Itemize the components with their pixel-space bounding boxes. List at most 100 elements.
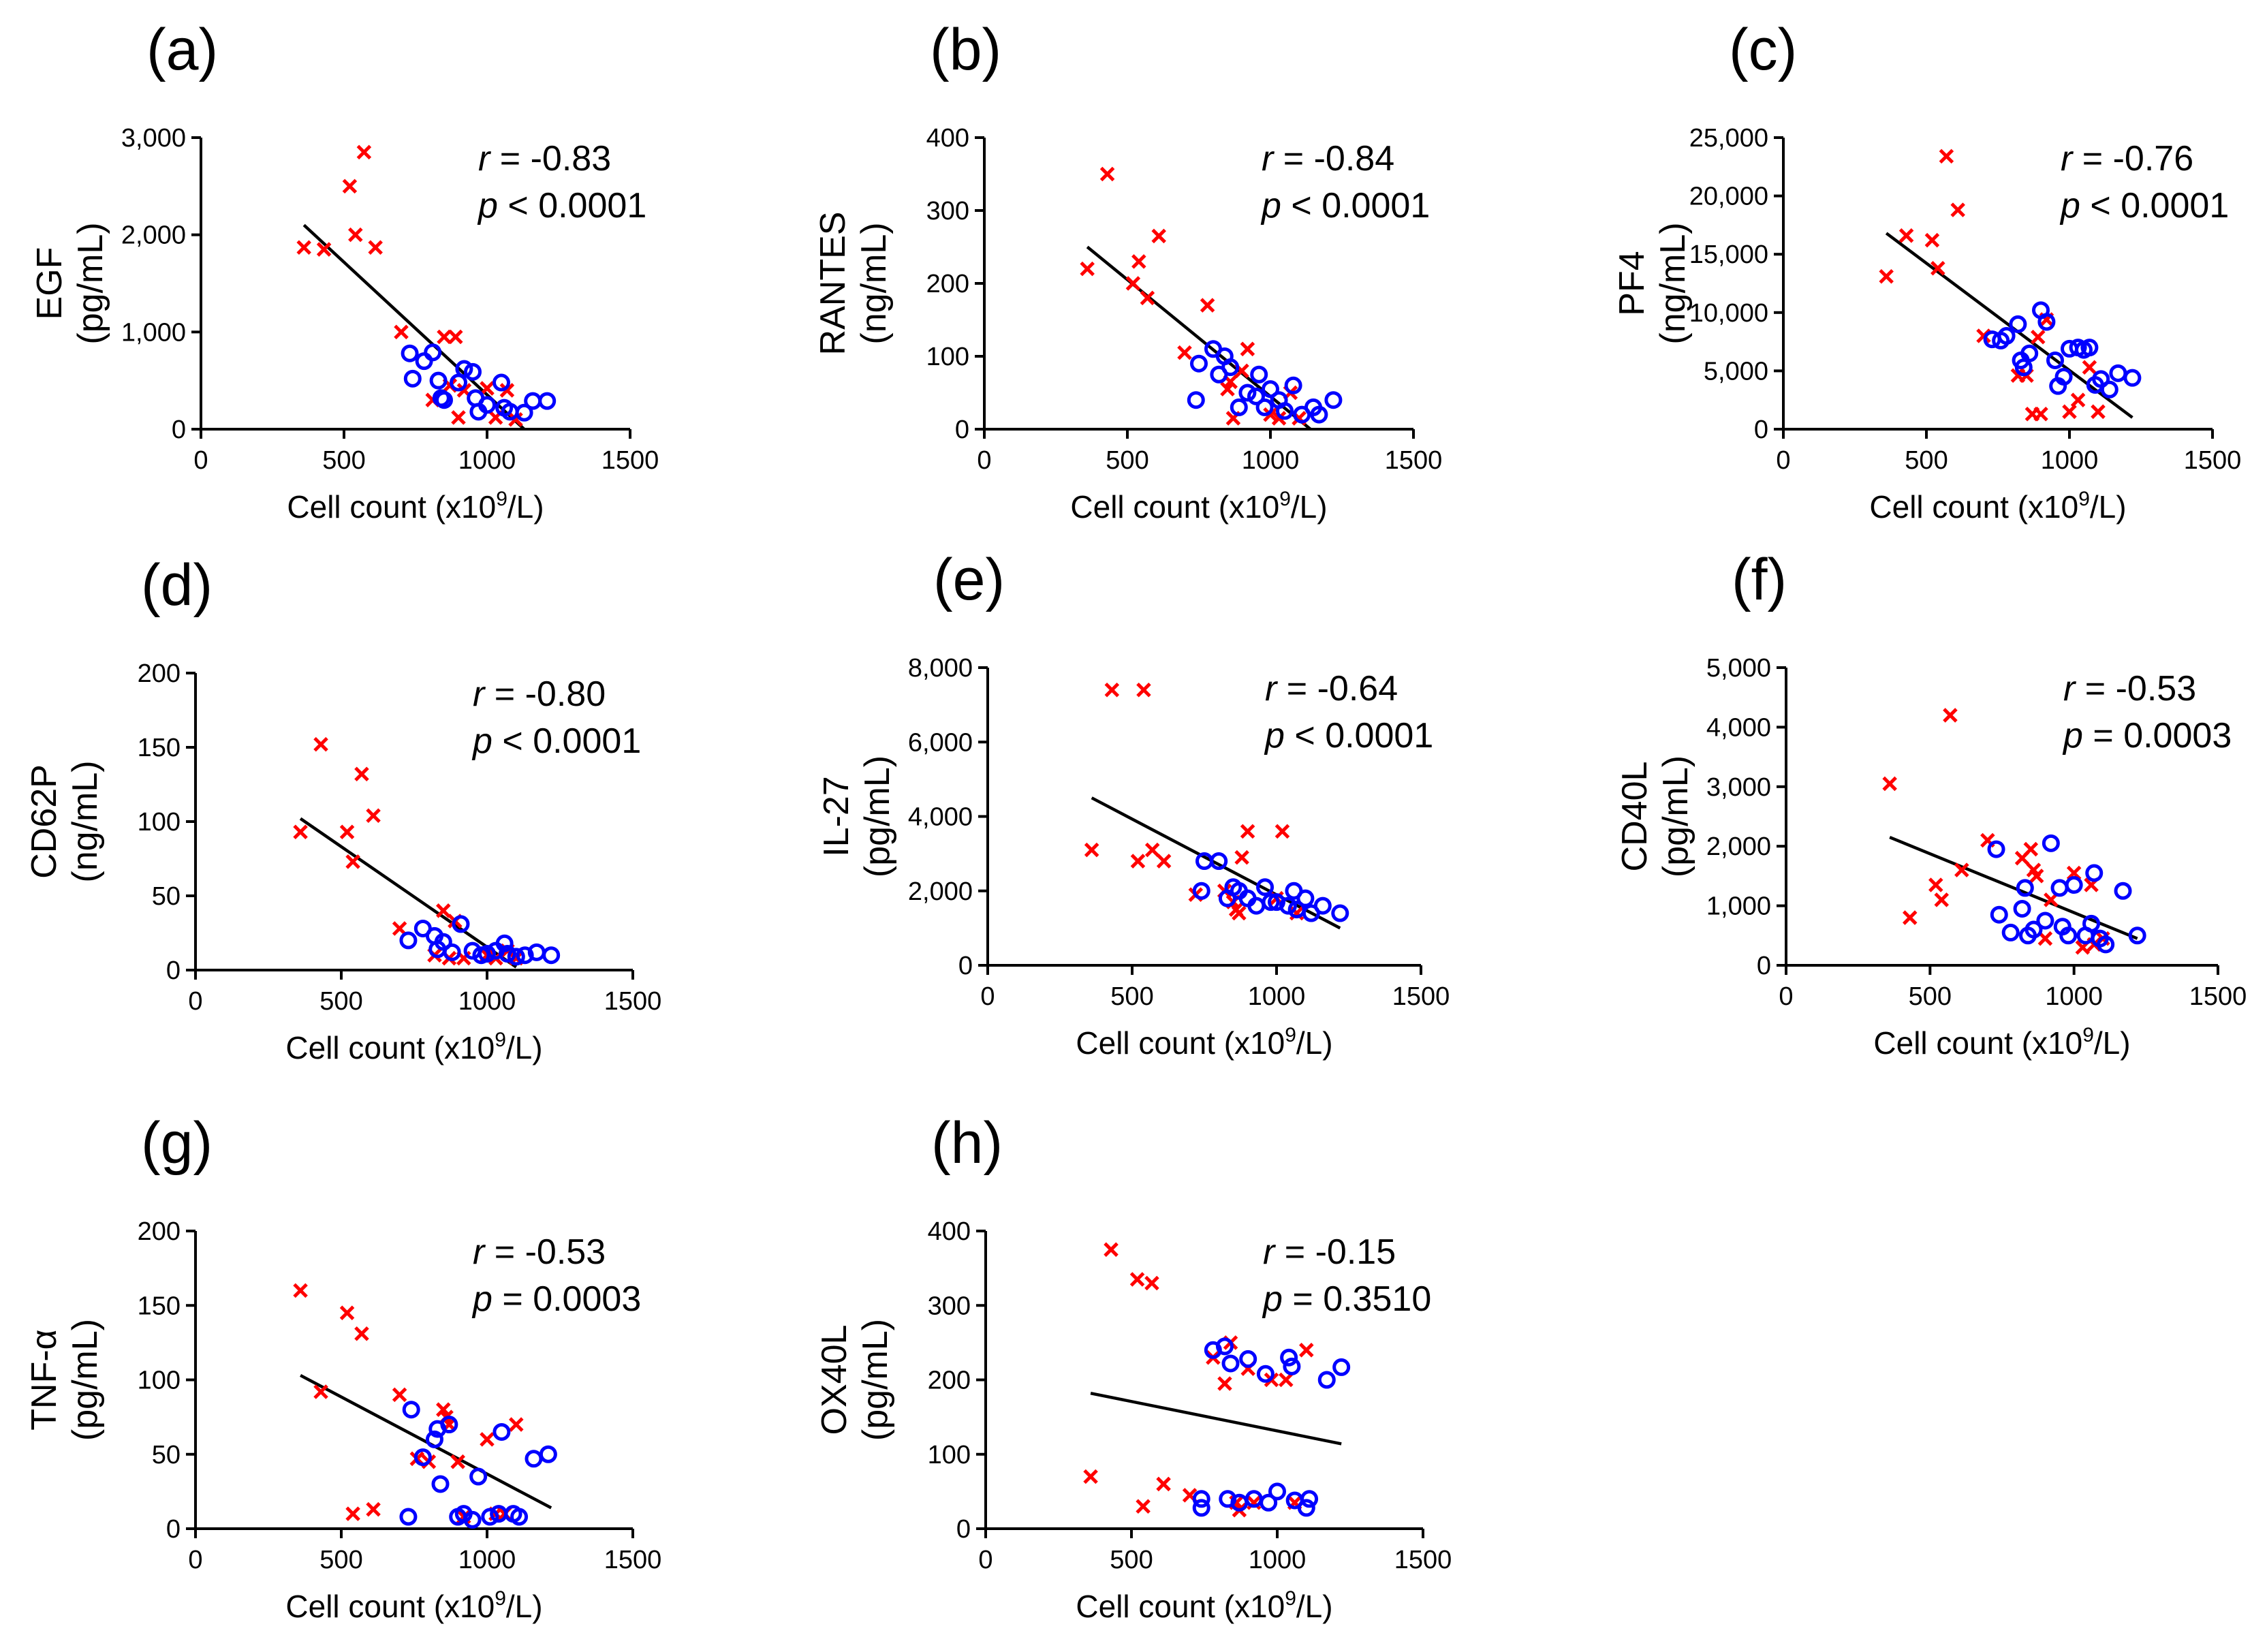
data-point-circle [1987, 840, 2005, 858]
x-tick-label: 1500 [2189, 982, 2247, 1011]
stat-p: p = 0.0003 [2062, 716, 2232, 755]
stat-p: p < 0.0001 [1260, 186, 1430, 225]
data-point-circle [1256, 878, 1275, 897]
y-tick-label: 100 [928, 1441, 971, 1469]
data-point-cross [2029, 869, 2044, 884]
y-tick-label: 0 [1757, 952, 1771, 980]
data-point-cross [508, 411, 523, 427]
data-point-circle [1192, 882, 1210, 900]
data-point-circle [1239, 1350, 1257, 1368]
y-tick-label: 4,000 [908, 803, 973, 832]
data-point-circle [1276, 402, 1294, 420]
x-tick-label: 1000 [1249, 1546, 1307, 1574]
x-tick-label: 1000 [1248, 982, 1306, 1011]
data-point-cross [366, 1501, 381, 1517]
stat-r-symbol: r [473, 674, 486, 714]
data-point-circle [498, 945, 516, 963]
data-point-circle [1192, 1499, 1210, 1517]
data-point-cross [1129, 1272, 1145, 1287]
y-axis-label: RANTES [813, 212, 853, 356]
data-point-circle [1221, 358, 1240, 377]
data-point-circle [434, 933, 452, 951]
stat-r-relation: = [2072, 139, 2112, 178]
data-point-circle [463, 1510, 482, 1529]
y-tick-label: 100 [138, 1367, 181, 1395]
data-point-circle [2059, 926, 2078, 945]
stat-p-symbol: p [1264, 716, 1285, 755]
data-point-circle [1262, 380, 1279, 399]
data-point-circle [1230, 398, 1248, 416]
data-point-circle [431, 1475, 450, 1493]
panel-label: (h) [931, 1110, 1003, 1176]
data-point-circle [1256, 1365, 1275, 1383]
data-point-circle [2123, 369, 2142, 387]
data-point-cross [451, 410, 466, 425]
stat-r-symbol: r [2063, 669, 2077, 708]
data-point-cross [339, 1305, 355, 1320]
data-point-cross [1882, 776, 1897, 792]
data-point-cross [2044, 892, 2059, 907]
data-point-circle [2037, 313, 2056, 331]
stat-r: r = -0.53 [473, 1232, 606, 1272]
x-tick-label: 500 [319, 1546, 362, 1574]
stat-p-relation: < [1281, 186, 1322, 225]
data-point-cross [450, 1454, 465, 1469]
data-point-cross [2037, 931, 2053, 946]
x-tick-label: 0 [188, 987, 202, 1016]
x-tick-label: 1000 [458, 987, 516, 1016]
x-tick-label: 0 [188, 1546, 202, 1574]
data-point-cross [354, 1326, 369, 1341]
data-point-circle [469, 1467, 488, 1486]
x-tick-label: 1500 [1385, 446, 1443, 475]
data-point-cross [293, 1283, 308, 1298]
data-point-circle [1324, 391, 1343, 409]
fit-line [1889, 836, 2138, 940]
x-tick-label: 1500 [1392, 982, 1450, 1011]
data-point-cross [1299, 1343, 1314, 1358]
x-tick-label: 1000 [2041, 446, 2099, 475]
data-point-circle [1990, 905, 2008, 924]
data-point-circle [1310, 405, 1328, 424]
y-tick-label: 20,000 [1689, 183, 1768, 211]
y-axis-label: PF4 [1612, 251, 1652, 315]
stat-p-value: 0.0001 [1325, 716, 1433, 755]
data-point-cross [313, 736, 328, 752]
x-tick-label: 500 [319, 987, 362, 1016]
stat-p-relation: = [493, 1279, 533, 1319]
data-point-circle [1215, 1337, 1234, 1356]
data-point-cross [2082, 360, 2097, 375]
x-tick-label: 0 [977, 446, 991, 475]
y-axis-unit: (ng/mL) [1653, 222, 1693, 344]
stat-p-value: 0.0003 [2123, 716, 2232, 755]
y-tick-label: 0 [955, 416, 969, 444]
panel-e: (e) 0 500 1000 1500 0 2,000 4,000 6,000 8,000 Cell… [817, 547, 1450, 1061]
data-point-cross [366, 808, 381, 824]
data-point-cross [1928, 877, 1943, 892]
x-tick-label: 500 [1106, 446, 1148, 475]
data-point-cross [1200, 298, 1215, 313]
y-tick-label: 25,000 [1689, 124, 1768, 153]
stat-r: r = -0.84 [1262, 139, 1394, 178]
data-point-circle [425, 1430, 443, 1448]
x-tick-label: 0 [193, 446, 208, 475]
stat-p: p = 0.3510 [1262, 1279, 1431, 1319]
y-tick-label: 0 [166, 956, 181, 985]
data-point-cross [348, 227, 363, 243]
data-point-circle [1260, 1493, 1278, 1512]
x-tick-label: 1500 [604, 987, 662, 1016]
data-point-circle [478, 945, 496, 963]
data-point-circle [399, 931, 418, 950]
stat-p-relation: < [493, 721, 533, 761]
data-point-circle [1296, 889, 1315, 907]
data-point-circle [1283, 1357, 1301, 1375]
stat-r: r = -0.83 [478, 139, 611, 178]
y-tick-label: 300 [926, 197, 969, 225]
data-point-cross [1954, 862, 1969, 877]
data-point-cross [2062, 404, 2077, 420]
data-point-cross [356, 144, 372, 160]
data-point-cross [316, 242, 332, 257]
data-point-circle [1332, 1358, 1351, 1376]
data-point-cross [448, 329, 463, 345]
data-point-cross [313, 1384, 328, 1399]
y-tick-label: 200 [138, 1217, 181, 1246]
